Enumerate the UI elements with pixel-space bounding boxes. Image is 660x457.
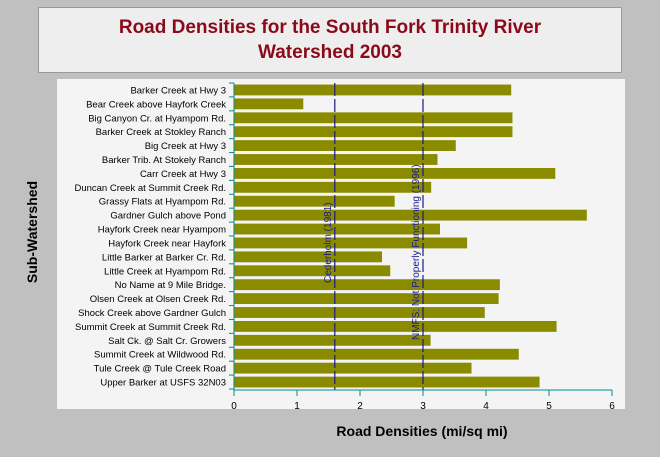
reference-line-label: NMFS: Not Properly Functioning (1996) [411, 164, 422, 340]
bar [234, 154, 438, 165]
bar [234, 209, 587, 221]
category-label: No Name at 9 Mile Bridge. [115, 280, 226, 291]
bar [234, 307, 485, 318]
category-label: Hayfork Creek near Hayfork [108, 238, 226, 249]
bar [234, 195, 395, 207]
category-label: Salt Ck. @ Salt Cr. Growers [108, 336, 226, 347]
category-label: Summit Creek at Summit Creek Rd. [75, 322, 226, 333]
category-label: Barker Creek at Hwy 3 [130, 85, 226, 96]
x-tick-label: 1 [294, 401, 300, 412]
bar [234, 126, 513, 138]
labels-layer: Barker Creek at Hwy 3 Bear Creek above Ha… [74, 85, 615, 412]
x-tick-label: 2 [357, 401, 363, 412]
category-label: Upper Barker at USFS 32N03 [100, 378, 226, 389]
category-label: Tule Creek @ Tule Creek Road [94, 364, 226, 375]
category-label: Carr Creek at Hwy 3 [140, 169, 226, 180]
category-label: Big Creek at Hwy 3 [145, 141, 226, 152]
category-label: Bear Creek above Hayfork Creek [86, 99, 226, 110]
bar [234, 223, 441, 235]
x-tick-label: 3 [420, 401, 426, 412]
bar [234, 84, 512, 96]
axes-layer [229, 82, 613, 396]
category-label: Shock Creek above Gardner Gulch [78, 308, 226, 319]
bar [234, 320, 557, 332]
bar [234, 237, 468, 249]
category-label: Little Barker at Barker Cr. Rd. [102, 252, 226, 263]
x-axis-label: Road Densities (mi/sq mi) [336, 423, 508, 439]
category-label: Barker Creek at Stokley Ranch [96, 127, 226, 138]
category-label: Olsen Creek at Olsen Creek Rd. [90, 294, 226, 305]
bar [234, 362, 472, 374]
category-label: Hayfork Creek near Hyampom [98, 225, 226, 236]
category-label: Barker Trib. At Stokely Ranch [102, 155, 226, 166]
bar [234, 251, 383, 263]
category-label: Big Canyon Cr. at Hyampom Rd. [88, 113, 226, 124]
chart-title: Road Densities for the South Fork Trinit… [38, 7, 622, 73]
reference-lines-layer [334, 83, 424, 390]
bar [234, 181, 432, 193]
reference-line-label: Cederholm (1981) [323, 202, 334, 283]
x-tick-label: 4 [483, 401, 489, 412]
bar [234, 334, 431, 346]
bar [234, 140, 456, 152]
chart-title-line-2: Watershed 2003 [258, 42, 402, 63]
bar [234, 376, 540, 388]
y-axis-label: Sub-Watershed [24, 180, 40, 284]
bar [234, 98, 304, 110]
bar [234, 293, 499, 305]
bar [234, 112, 513, 124]
category-label: Grassy Flats at Hyampom Rd. [99, 197, 226, 208]
bar [234, 265, 391, 277]
category-label: Duncan Creek at Summit Creek Rd. [74, 183, 226, 194]
x-tick-label: 0 [231, 401, 237, 412]
bars-layer [234, 84, 587, 388]
bar [234, 348, 519, 360]
bar [234, 279, 500, 291]
x-tick-label: 6 [609, 401, 615, 412]
bar [234, 167, 556, 179]
category-label: Gardner Gulch above Pond [110, 211, 226, 222]
chart-title-line-1: Road Densities for the South Fork Trinit… [118, 17, 542, 38]
category-label: Summit Creek at Wildwood Rd. [94, 350, 226, 361]
x-tick-label: 5 [546, 401, 552, 412]
category-label: Little Creek at Hyampom Rd. [104, 266, 226, 277]
